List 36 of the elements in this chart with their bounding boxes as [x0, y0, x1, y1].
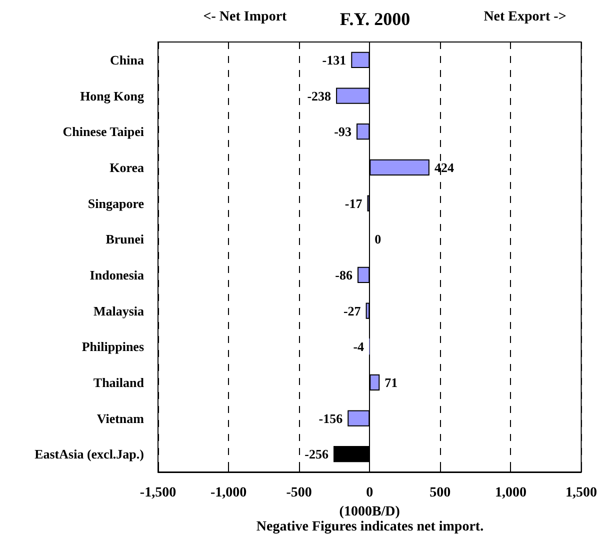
y-tick-label: Vietnam	[96, 410, 144, 426]
y-tick-label: Hong Kong	[80, 88, 144, 104]
data-label: -93	[334, 124, 352, 140]
y-tick-label: Korea	[110, 160, 144, 175]
data-label: -86	[335, 267, 353, 282]
text: Negative Figures indicates net import.	[256, 520, 484, 534]
data-label: 71	[384, 374, 398, 390]
y-tick-label: Thailand	[93, 374, 145, 390]
y-tick-label: China	[110, 52, 144, 68]
data-label: 424	[434, 160, 454, 175]
chart-title: F.Y. 2000	[340, 9, 410, 29]
y-tick-label: Malaysia	[93, 303, 144, 318]
y-tick-label: Chinese Taipei	[62, 124, 144, 140]
y-tick-label: EastAsia (excl.Jap.)	[34, 446, 144, 462]
data-label: -27	[343, 303, 362, 318]
data-label: -4	[353, 339, 365, 354]
x-tick-label: 1,000	[494, 486, 526, 500]
x-tick-label: 500	[430, 486, 451, 500]
data-label: -17	[344, 196, 363, 211]
y-tick-label: Philippines	[82, 339, 144, 354]
data-label: -256	[304, 446, 329, 462]
x-tick-label: -500	[286, 486, 312, 500]
data-label: -156	[318, 410, 344, 426]
y-tick-label: Indonesia	[90, 267, 144, 282]
x-tick-label: -1,500	[140, 486, 176, 500]
y-tick-label: Singapore	[88, 196, 144, 211]
data-label: 0	[374, 232, 382, 247]
text: <- Net Import	[203, 10, 288, 24]
x-tick-label: -1,000	[210, 486, 247, 500]
x-axis-title: (1000B/D)	[339, 504, 400, 520]
text: Net Export ->	[484, 10, 566, 24]
y-tick-label: Brunei	[106, 232, 144, 247]
x-tick-label: 0	[366, 486, 374, 500]
x-tick-label: 1,500	[566, 486, 597, 500]
data-label: -131	[322, 52, 346, 68]
data-label: -238	[307, 88, 332, 104]
